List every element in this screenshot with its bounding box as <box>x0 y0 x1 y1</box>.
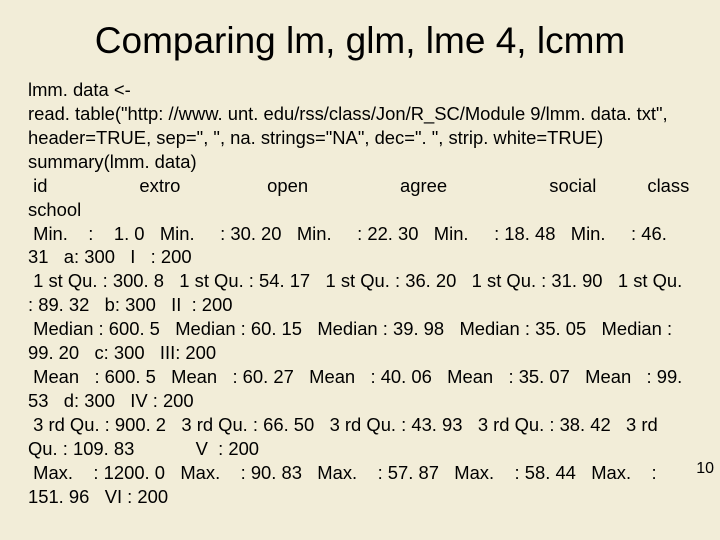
code-line-1: read. table("http: //www. unt. edu/rss/c… <box>28 103 668 124</box>
code-line-5: Min. : 1. 0 Min. : 30. 20 Min. : 22. 30 … <box>28 223 672 268</box>
slide-title: Comparing lm, glm, lme 4, lcmm <box>28 20 692 62</box>
code-line-7: Median : 600. 5 Median : 60. 15 Median :… <box>28 318 677 363</box>
slide: Comparing lm, glm, lme 4, lcmm lmm. data… <box>0 0 720 540</box>
code-line-6: 1 st Qu. : 300. 8 1 st Qu. : 54. 17 1 st… <box>28 270 687 315</box>
code-line-10: Max. : 1200. 0 Max. : 90. 83 Max. : 57. … <box>28 462 662 507</box>
code-line-3: summary(lmm. data) <box>28 151 197 172</box>
code-line-4: id extro open agree social class school <box>28 175 705 220</box>
slide-body: lmm. data <- read. table("http: //www. u… <box>28 78 692 509</box>
page-number: 10 <box>696 460 714 478</box>
code-line-2: header=TRUE, sep=", ", na. strings="NA",… <box>28 127 603 148</box>
code-line-8: Mean : 600. 5 Mean : 60. 27 Mean : 40. 0… <box>28 366 687 411</box>
code-line-0: lmm. data <- <box>28 79 131 100</box>
code-line-9: 3 rd Qu. : 900. 2 3 rd Qu. : 66. 50 3 rd… <box>28 414 663 459</box>
